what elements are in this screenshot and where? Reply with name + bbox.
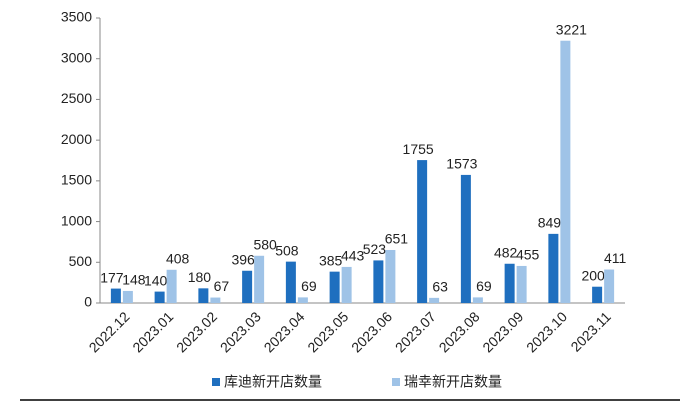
value-label: 69 (476, 278, 492, 294)
legend-label: 瑞幸新开店数量 (404, 374, 502, 390)
bar (516, 265, 527, 303)
bar (548, 233, 559, 303)
value-label: 396 (231, 251, 255, 267)
legend-label: 库迪新开店数量 (224, 374, 322, 390)
value-label: 455 (516, 247, 540, 263)
bar (472, 297, 483, 303)
x-tick-label: 2022.12 (86, 308, 133, 355)
y-tick-label: 3000 (61, 49, 92, 65)
x-tick-label: 2023.04 (261, 308, 308, 355)
value-label: 63 (432, 279, 448, 295)
x-tick-label: 2023.01 (129, 308, 176, 355)
bar (154, 291, 165, 303)
bar (504, 263, 515, 303)
bar (110, 288, 121, 303)
value-label: 580 (253, 236, 277, 252)
x-tick-label: 2023.05 (304, 308, 351, 355)
value-label: 3221 (556, 21, 587, 37)
bar (254, 255, 265, 303)
value-label: 200 (581, 267, 605, 283)
x-tick-label: 2023.07 (392, 308, 439, 355)
y-tick-label: 500 (69, 253, 93, 269)
x-tick-label: 2023.11 (567, 308, 614, 355)
bar (604, 269, 615, 303)
y-tick-label: 1000 (61, 212, 92, 228)
bar (592, 286, 603, 303)
bar (417, 160, 428, 303)
x-tick-label: 2023.06 (348, 308, 395, 355)
bar (297, 297, 308, 303)
value-label: 508 (275, 242, 299, 258)
bar (385, 249, 396, 303)
value-label: 443 (341, 248, 365, 264)
x-tick-label: 2023.09 (479, 308, 526, 355)
value-label: 140 (144, 272, 168, 288)
value-label: 651 (385, 231, 409, 247)
bar (460, 174, 471, 303)
value-label: 385 (319, 252, 343, 268)
bar (242, 270, 253, 303)
value-label: 523 (363, 241, 387, 257)
value-label: 1573 (446, 156, 477, 172)
value-label: 849 (538, 215, 562, 231)
y-tick-label: 0 (84, 294, 92, 310)
bar (210, 297, 221, 303)
bar (166, 269, 177, 303)
y-tick-label: 3500 (61, 9, 92, 25)
bar (341, 266, 352, 303)
legend-swatch (212, 378, 220, 386)
x-tick-label: 2023.02 (173, 308, 220, 355)
legend-swatch (392, 378, 400, 386)
value-label: 177 (100, 269, 124, 285)
bar (198, 288, 209, 303)
value-label: 148 (122, 272, 146, 288)
bar (429, 297, 440, 303)
x-tick-label: 2023.10 (523, 308, 570, 355)
y-tick-label: 1500 (61, 172, 92, 188)
y-tick-label: 2500 (61, 90, 92, 106)
bar (373, 260, 384, 303)
value-label: 482 (494, 244, 518, 260)
x-tick-label: 2023.03 (217, 308, 264, 355)
value-label: 411 (604, 250, 627, 266)
y-tick-label: 2000 (61, 131, 92, 147)
value-label: 408 (166, 250, 190, 266)
x-tick-label: 2023.08 (436, 308, 483, 355)
value-label: 1755 (403, 141, 434, 157)
bar (329, 271, 340, 303)
bar (560, 40, 571, 304)
bar (122, 290, 133, 303)
bar (285, 261, 296, 303)
value-label: 180 (188, 269, 212, 285)
value-label: 67 (214, 278, 230, 294)
value-label: 69 (301, 278, 317, 294)
